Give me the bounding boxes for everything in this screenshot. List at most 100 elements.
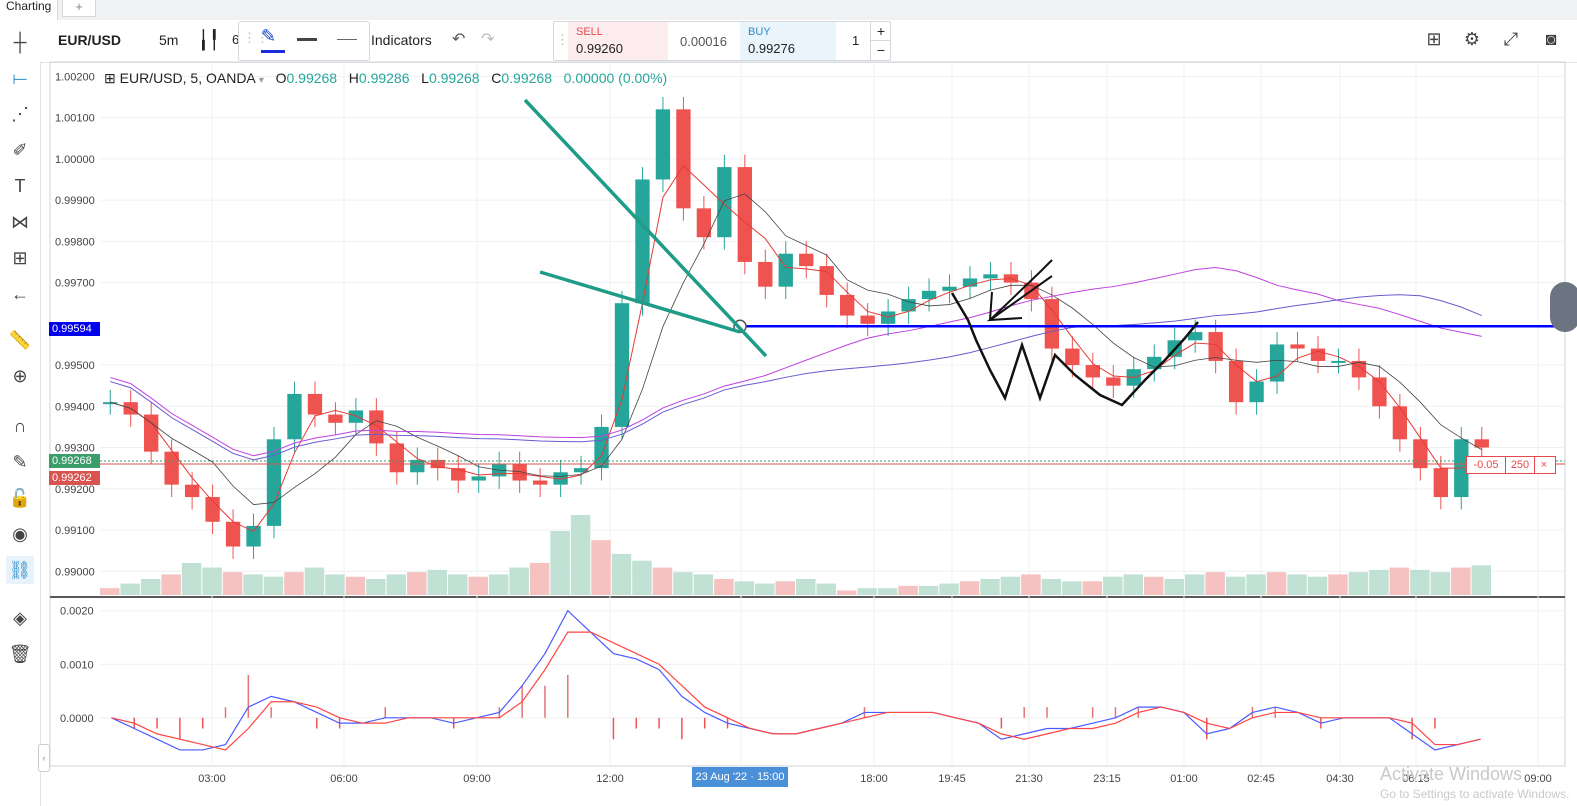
pencil-icon[interactable]: ✎	[261, 26, 277, 46]
volume-bar	[1430, 572, 1451, 595]
y-tick-label: 1.00200	[55, 71, 95, 83]
gear-icon[interactable]: ⚙	[1463, 29, 1481, 49]
link-icon[interactable]: ⛓	[6, 556, 34, 584]
sell-label: SELL	[576, 26, 603, 38]
order-close-button[interactable]: ×	[1540, 459, 1548, 471]
candle-body	[676, 109, 691, 209]
x-tick-label: 19:45	[938, 773, 966, 785]
ruler-icon[interactable]: 📏	[8, 330, 32, 350]
x-tick-label: 02:45	[1247, 773, 1275, 785]
legend-open: 0.99268	[286, 70, 338, 86]
volume-bar	[1369, 569, 1389, 595]
volume-bar	[898, 585, 918, 595]
volume-bar	[796, 579, 816, 595]
candle-body	[512, 464, 527, 481]
volume-bar	[181, 563, 202, 595]
volume-bar	[652, 567, 673, 595]
legend-low: 0.99268	[428, 70, 480, 86]
lock-icon[interactable]: 🔓	[8, 488, 32, 508]
order-line-widget[interactable]: -0.05 250 ×	[1466, 456, 1556, 474]
increase-button[interactable]: +	[871, 22, 891, 41]
decrease-button[interactable]: −	[876, 42, 886, 58]
macd-line	[111, 609, 1481, 751]
undo-icon[interactable]: ↶	[452, 31, 466, 48]
candle-body	[287, 393, 302, 440]
fullscreen-icon[interactable]: ⤢	[1503, 29, 1519, 49]
candle-body	[614, 303, 630, 427]
volume-bar	[1000, 576, 1021, 595]
x-tick-label: 06:15	[1402, 773, 1430, 785]
quantity-input[interactable]: 1	[852, 33, 860, 48]
camera-icon[interactable]: ◙	[1545, 29, 1557, 49]
volume-bar	[1164, 579, 1184, 595]
x-tick-label: 03:00	[198, 773, 226, 785]
color-swatch[interactable]	[261, 50, 285, 53]
chart-frame	[49, 61, 1566, 767]
candle-body	[778, 253, 793, 287]
y-tick-label: 0.99800	[55, 236, 95, 248]
trend-line-icon[interactable]: ⟝	[12, 68, 28, 88]
buy-button[interactable]: BUY 0.99276	[740, 22, 836, 60]
candle-body	[1228, 360, 1244, 403]
interval-extra[interactable]: 6	[232, 32, 240, 47]
ma-fast-line	[110, 164, 1482, 533]
zoom-in-icon[interactable]: ⊕	[12, 366, 28, 386]
magnet-icon[interactable]: ∩	[13, 416, 27, 436]
measure-tool-icon[interactable]: ⊞	[12, 248, 28, 268]
trash-icon[interactable]: 🗑	[8, 644, 32, 664]
candle-body	[144, 414, 159, 452]
x-tick-label: 09:00	[1524, 773, 1552, 785]
tab-charting[interactable]: Charting	[0, 0, 59, 20]
stay-in-drawing-icon[interactable]: ✎	[12, 452, 28, 472]
volume-bar	[222, 572, 243, 595]
candle-body	[635, 179, 650, 304]
candle-body	[1331, 360, 1346, 363]
line-style-icon[interactable]	[337, 39, 357, 40]
volume-bar	[775, 581, 795, 595]
symbol-selector[interactable]: EUR/USD	[58, 32, 122, 48]
candle-body	[553, 472, 568, 485]
back-arrow-icon[interactable]: ←	[11, 284, 29, 304]
volume-bar	[1451, 567, 1471, 595]
add-tab-button[interactable]: +	[62, 0, 96, 17]
volume-bar	[939, 583, 959, 595]
pattern-tool-icon[interactable]: ⋈	[11, 212, 29, 232]
line-width-icon[interactable]	[297, 38, 317, 41]
candle-body	[246, 525, 261, 547]
redo-icon[interactable]: ↷	[481, 31, 495, 48]
volume-bar	[1021, 574, 1041, 595]
macd-y-tick-label: 0.0020	[60, 606, 94, 618]
candle-body	[840, 294, 855, 316]
y-tick-label: 0.99400	[55, 401, 95, 413]
crosshair-icon[interactable]: ┼	[13, 32, 27, 52]
layout-icon[interactable]: ⊞	[1426, 29, 1442, 49]
brush-icon[interactable]: ✐	[12, 140, 28, 160]
fib-tool-icon[interactable]: ⋰	[11, 104, 29, 124]
legend-title[interactable]: EUR/USD, 5, OANDA	[119, 70, 255, 86]
volume-bar	[1471, 565, 1491, 595]
candle-type-icon[interactable]: ╽╿	[198, 30, 220, 50]
text-tool-icon[interactable]: T	[14, 176, 26, 196]
candle-body	[348, 410, 364, 423]
volume-bar	[202, 567, 222, 595]
drag-handle-icon[interactable]: ⋮⋮	[243, 30, 269, 45]
indicators-button[interactable]: Indicators	[371, 32, 432, 48]
volume-bar	[1144, 576, 1164, 595]
y-tick-label: 1.00000	[55, 154, 95, 166]
volume-bar	[1184, 574, 1205, 595]
sell-button[interactable]: SELL 0.99260	[568, 22, 668, 60]
ma-slow-line	[110, 193, 1482, 505]
candle-body	[103, 402, 118, 405]
scroll-handle[interactable]	[1550, 282, 1577, 332]
eye-icon[interactable]: ◉	[12, 524, 28, 544]
order-qty[interactable]: 250	[1506, 457, 1535, 473]
volume-bar	[509, 567, 529, 595]
hand-drawn-arrow-tip	[989, 291, 993, 321]
legend-h-label: H	[348, 70, 359, 86]
legend-toggle-icon[interactable]: ⊞	[104, 70, 116, 86]
layers-icon[interactable]: ◈	[13, 608, 27, 628]
interval-selector[interactable]: 5m	[159, 32, 179, 48]
candle-body	[225, 521, 241, 547]
candle-body	[532, 480, 548, 485]
